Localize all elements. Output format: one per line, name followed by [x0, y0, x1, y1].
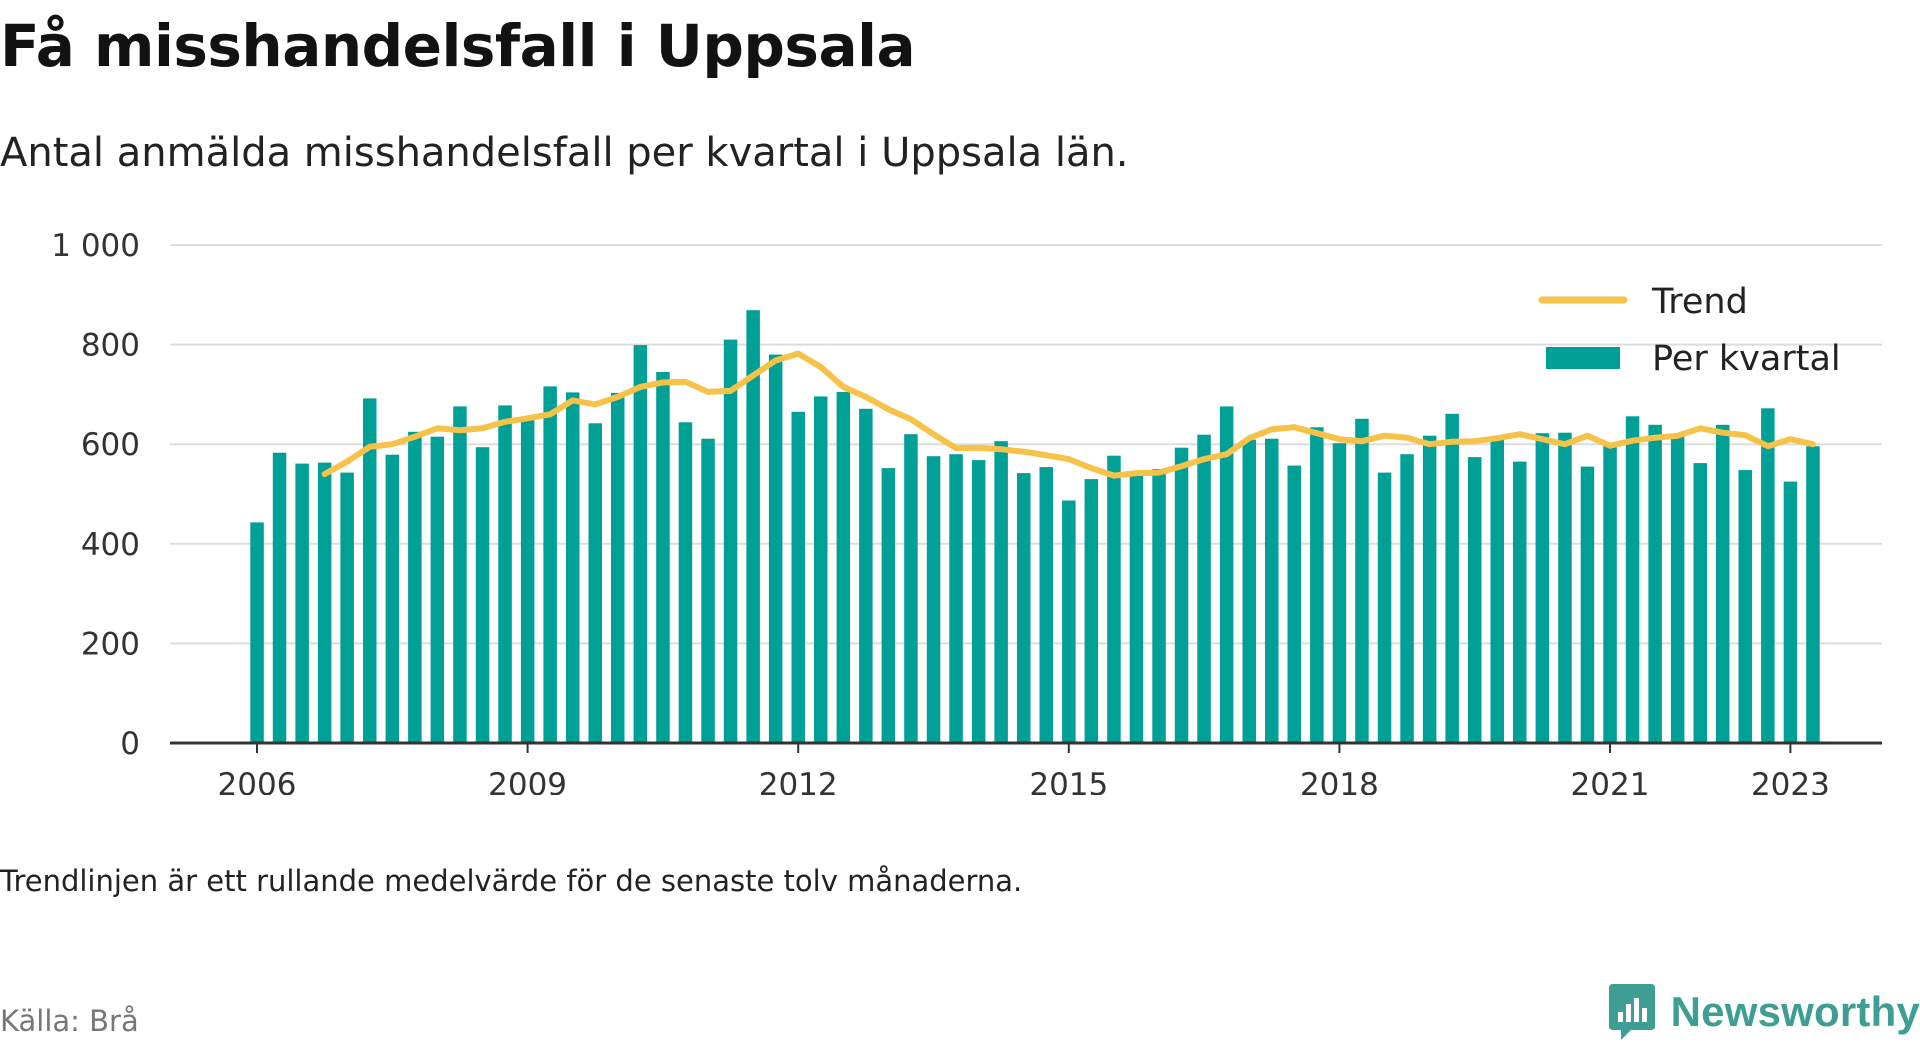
chart-title: Få misshandelsfall i Uppsala [0, 12, 916, 80]
bar [1716, 424, 1730, 743]
bar [475, 447, 490, 743]
x-tick-label: 2009 [488, 767, 567, 795]
y-tick-label: 0 [120, 726, 140, 762]
bar [1693, 463, 1707, 743]
bar [363, 398, 377, 743]
source-credit: Källa: Brå [0, 1004, 139, 1038]
bar [1355, 418, 1369, 743]
x-tick-label: 2006 [218, 767, 297, 795]
bar [588, 423, 602, 743]
bar [859, 408, 873, 743]
bar [1535, 433, 1550, 743]
bar [385, 454, 400, 743]
bar [408, 431, 422, 744]
axes: 2006 2009 2012 2015 2018 2021 2023 [170, 741, 1882, 795]
bar [1648, 424, 1662, 743]
bar [317, 462, 332, 743]
bar [881, 468, 896, 743]
bar [701, 438, 715, 743]
bar [814, 396, 828, 743]
y-tick-label: 1 000 [51, 228, 140, 264]
bar [430, 436, 445, 743]
newsworthy-logo-icon [1608, 984, 1655, 1040]
bar [1513, 461, 1527, 743]
x-tick-label: 2012 [759, 767, 838, 795]
bar [611, 392, 625, 743]
bar [543, 386, 557, 743]
bar [1806, 446, 1820, 743]
bar [1152, 469, 1166, 743]
x-tick-label: 2023 [1751, 767, 1830, 795]
x-tick-label: 2018 [1300, 767, 1379, 795]
bar [1197, 434, 1211, 743]
bar [272, 452, 287, 743]
line-series-trend [321, 350, 1816, 479]
bar [453, 406, 467, 743]
bar [1129, 474, 1144, 743]
bar [1265, 438, 1279, 743]
bar [1490, 437, 1504, 743]
bar [1761, 408, 1775, 743]
bar [566, 392, 580, 743]
y-tick-label: 800 [81, 328, 140, 364]
x-tick-label: 2015 [1029, 767, 1108, 795]
y-tick-label: 400 [81, 527, 140, 563]
bar [1400, 454, 1414, 743]
legend: Trend Per kvartal [1538, 282, 1841, 379]
bar [994, 441, 1008, 743]
bar [1670, 436, 1685, 743]
bar [498, 405, 512, 743]
bar [1603, 444, 1617, 743]
bar [250, 522, 264, 743]
bar [1219, 406, 1234, 743]
brand-logo: Newsworthy [1607, 982, 1920, 1042]
legend-label-trend: Trend [1651, 282, 1748, 322]
bar [678, 422, 693, 743]
bar [295, 463, 309, 743]
trend-line [321, 350, 1816, 479]
bar [1017, 473, 1031, 743]
bar [340, 472, 354, 743]
bar [1242, 439, 1256, 743]
bar [1107, 455, 1121, 743]
bar [633, 345, 648, 743]
bar [1310, 427, 1324, 743]
bar [949, 454, 963, 743]
bar [1422, 435, 1437, 743]
bar [1084, 479, 1099, 743]
bar-series-per-kvartal [250, 310, 1820, 744]
bar [1738, 470, 1752, 743]
legend-swatch-per-kvartal [1546, 347, 1620, 369]
bar [723, 339, 738, 743]
y-tick-label: 200 [81, 626, 140, 662]
bar [520, 418, 535, 743]
bar [1625, 416, 1640, 743]
bar [1039, 467, 1053, 743]
bar [791, 411, 805, 743]
bar [1332, 443, 1347, 743]
bar [1377, 472, 1392, 743]
bar [1062, 500, 1076, 743]
y-tick-label: 600 [81, 427, 140, 463]
bar [836, 391, 851, 743]
bar [1783, 481, 1798, 743]
bar [656, 372, 670, 743]
bar [1287, 465, 1301, 743]
bar [904, 434, 918, 743]
bar [1445, 413, 1459, 743]
bar [926, 456, 941, 743]
chart-note: Trendlinjen är ett rullande medelvärde f… [0, 864, 1023, 898]
legend-label-per-kvartal: Per kvartal [1652, 339, 1841, 379]
bar [971, 460, 986, 743]
bar [746, 310, 760, 743]
bar [1580, 466, 1595, 743]
bar [768, 354, 783, 743]
bar [1468, 457, 1482, 743]
bar [1558, 432, 1572, 743]
x-tick-label: 2021 [1571, 767, 1650, 795]
bar [1174, 447, 1189, 743]
chart-subtitle: Antal anmälda misshandelsfall per kvarta… [0, 130, 1129, 176]
brand-name: Newsworthy [1670, 988, 1920, 1035]
